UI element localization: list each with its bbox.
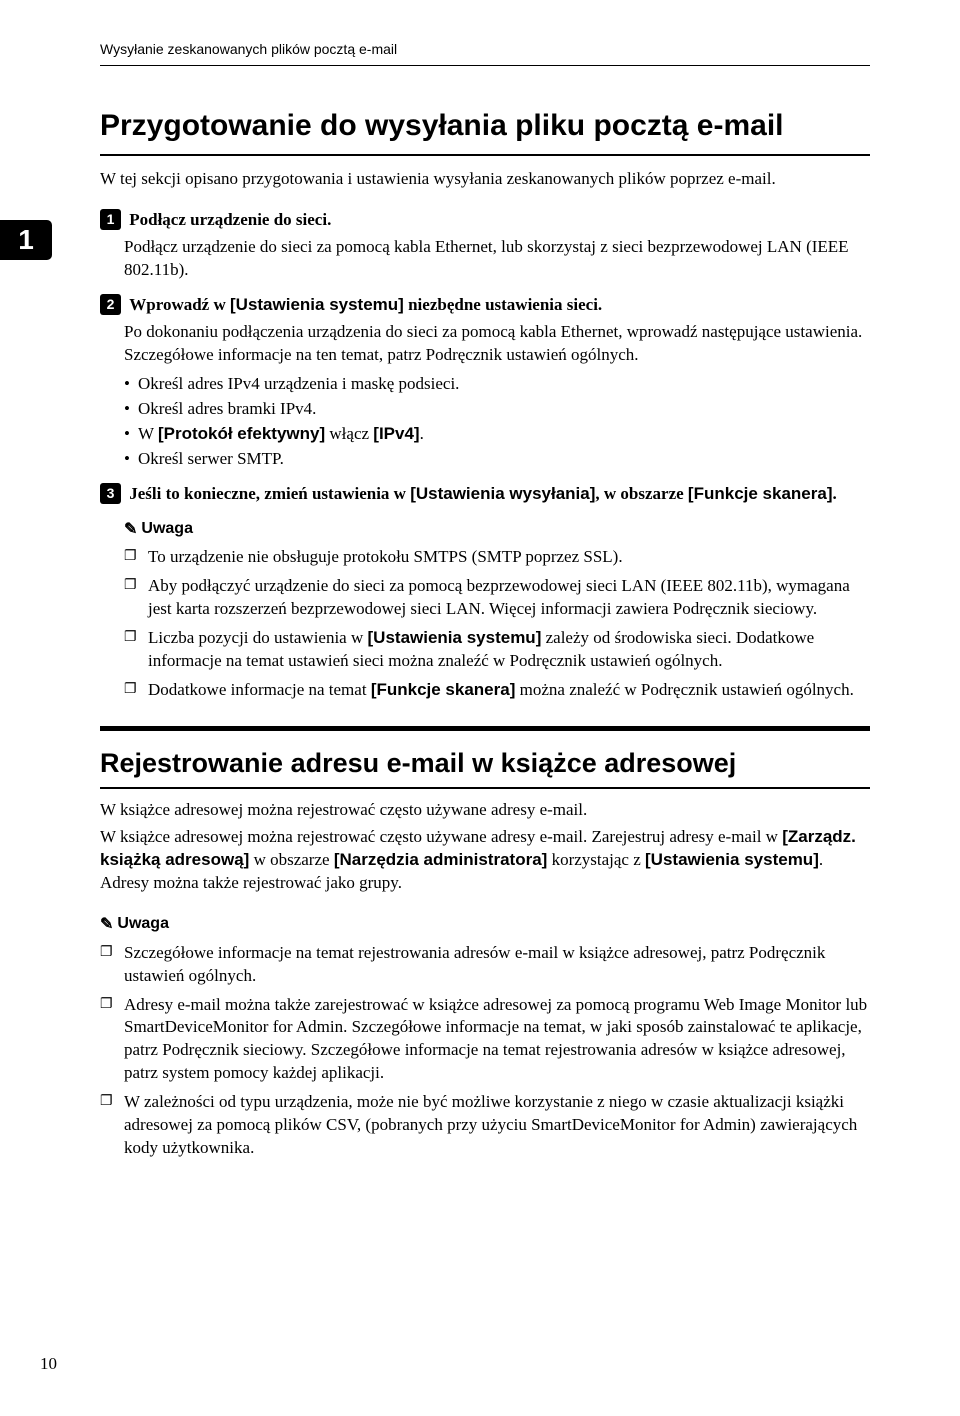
note-list-1: To urządzenie nie obsługuje protokołu SM…	[124, 546, 870, 702]
step-number-1: 1	[100, 209, 121, 230]
note-item: Aby podłączyć urządzenie do sieci za pom…	[124, 575, 870, 621]
note-list-2: Szczegółowe informacje na temat rejestro…	[100, 942, 870, 1160]
pencil-icon: ✎	[100, 914, 113, 936]
step-number-3: 3	[100, 483, 121, 504]
step-3: 3 Jeśli to konieczne, zmień ustawienia w…	[100, 483, 870, 506]
step-body-1: Podłącz urządzenie do sieci za pomocą ka…	[124, 236, 870, 282]
step-body-2: Po dokonaniu podłączenia urządzenia do s…	[124, 321, 870, 367]
step-2: 2 Wprowadź w [Ustawienia systemu] niezbę…	[100, 294, 870, 471]
note-item: Dodatkowe informacje na temat [Funkcje s…	[124, 679, 870, 702]
section-divider	[100, 726, 870, 731]
section-title-1: Przygotowanie do wysyłania pliku pocztą …	[100, 106, 870, 157]
bullet-item: Określ adres IPv4 urządzenia i maskę pod…	[124, 373, 870, 396]
step-title-2: Wprowadź w [Ustawienia systemu] niezbędn…	[129, 295, 602, 314]
step-title-1: Podłącz urządzenie do sieci.	[129, 210, 331, 229]
intro-2b: W książce adresowej można rejestrować cz…	[100, 826, 870, 895]
bullet-item: Określ adres bramki IPv4.	[124, 398, 870, 421]
page-number: 10	[40, 1353, 57, 1376]
bullet-item: Określ serwer SMTP.	[124, 448, 870, 471]
intro-1: W tej sekcji opisano przygotowania i ust…	[100, 168, 870, 191]
note-item: Adresy e-mail można także zarejestrować …	[100, 994, 870, 1086]
pencil-icon: ✎	[124, 519, 137, 541]
step-title-3: Jeśli to konieczne, zmień ustawienia w […	[129, 484, 836, 503]
bullet-item: W [Protokół efektywny] włącz [IPv4].	[124, 423, 870, 446]
note-item: To urządzenie nie obsługuje protokołu SM…	[124, 546, 870, 569]
chapter-tab: 1	[0, 220, 52, 260]
note-item: Liczba pozycji do ustawienia w [Ustawien…	[124, 627, 870, 673]
step-1: 1 Podłącz urządzenie do sieci. Podłącz u…	[100, 209, 870, 282]
note-item: W zależności od typu urządzenia, może ni…	[100, 1091, 870, 1160]
note-heading-2: ✎Uwaga	[100, 913, 870, 936]
running-header: Wysyłanie zeskanowanych plików pocztą e-…	[100, 40, 870, 66]
note-item: Szczegółowe informacje na temat rejestro…	[100, 942, 870, 988]
step-2-bullets: Określ adres IPv4 urządzenia i maskę pod…	[124, 373, 870, 471]
step-number-2: 2	[100, 294, 121, 315]
intro-2a: W książce adresowej można rejestrować cz…	[100, 799, 870, 822]
section-title-2: Rejestrowanie adresu e-mail w książce ad…	[100, 745, 870, 789]
note-heading: ✎Uwaga	[124, 518, 870, 541]
